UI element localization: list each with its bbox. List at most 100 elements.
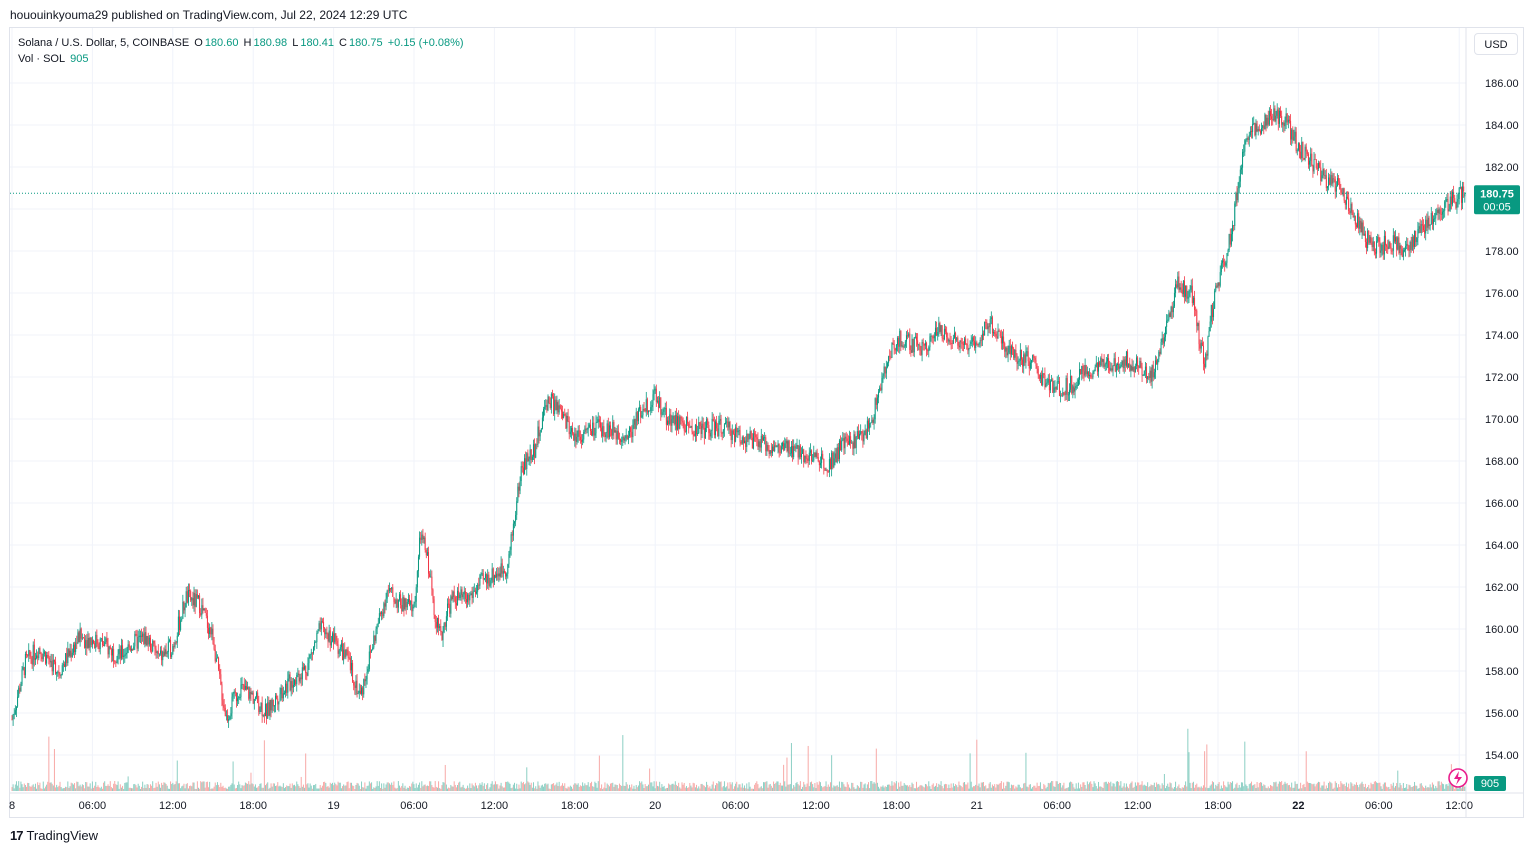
candle-body[interactable] (856, 431, 858, 437)
candle-body[interactable] (1443, 210, 1445, 212)
candle-body[interactable] (732, 430, 734, 434)
candle-body[interactable] (309, 654, 311, 659)
candle-body[interactable] (118, 649, 120, 655)
candle-body[interactable] (163, 651, 165, 656)
candle-body[interactable] (1147, 376, 1149, 379)
candle-body[interactable] (392, 587, 394, 597)
candle-body[interactable] (420, 537, 422, 540)
candle-body[interactable] (847, 440, 849, 445)
candle-body[interactable] (175, 642, 177, 644)
candle-body[interactable] (139, 635, 141, 637)
candle-body[interactable] (786, 440, 788, 452)
candle-body[interactable] (1128, 363, 1130, 368)
candle-body[interactable] (172, 646, 174, 655)
candle-body[interactable] (203, 608, 205, 611)
candle-body[interactable] (780, 446, 782, 453)
candle-body[interactable] (1207, 336, 1209, 356)
candle-body[interactable] (1012, 346, 1014, 349)
candle-body[interactable] (82, 637, 84, 639)
candle-body[interactable] (913, 337, 915, 353)
candle-body[interactable] (1160, 341, 1162, 354)
candle-body[interactable] (192, 598, 194, 606)
candle-body[interactable] (412, 607, 414, 612)
candle-body[interactable] (646, 399, 648, 413)
candle-body[interactable] (861, 431, 863, 434)
candle-body[interactable] (899, 331, 901, 347)
candle-body[interactable] (1028, 361, 1030, 369)
candle-body[interactable] (1014, 349, 1016, 358)
candle-body[interactable] (525, 458, 527, 470)
candle-body[interactable] (784, 443, 786, 450)
candle-body[interactable] (678, 416, 680, 429)
candle-body[interactable] (962, 343, 964, 345)
candle-body[interactable] (631, 431, 633, 438)
candle-body[interactable] (1172, 306, 1174, 313)
candle-body[interactable] (1065, 378, 1067, 395)
candle-body[interactable] (211, 628, 213, 635)
candle-body[interactable] (1195, 309, 1197, 311)
candle-body[interactable] (428, 552, 430, 574)
candle-body[interactable] (469, 594, 471, 601)
candle-body[interactable] (1217, 282, 1219, 287)
candle-body[interactable] (124, 654, 126, 656)
candle-body[interactable] (1134, 365, 1136, 373)
candle-body[interactable] (685, 416, 687, 432)
candle-body[interactable] (651, 404, 653, 408)
candle-body[interactable] (181, 618, 183, 621)
candle-body[interactable] (133, 646, 135, 650)
candle-body[interactable] (914, 336, 916, 338)
candle-body[interactable] (321, 621, 323, 622)
candle-body[interactable] (1259, 131, 1261, 134)
candle-body[interactable] (1338, 178, 1340, 182)
candle-body[interactable] (519, 481, 521, 491)
candle-body[interactable] (144, 632, 146, 644)
candle-body[interactable] (100, 638, 102, 640)
candle-body[interactable] (878, 391, 880, 398)
candle-body[interactable] (394, 601, 396, 604)
candle-body[interactable] (1215, 285, 1217, 291)
candle-body[interactable] (1238, 181, 1240, 189)
candle-body[interactable] (661, 414, 663, 416)
candle-body[interactable] (1344, 200, 1346, 205)
candle-body[interactable] (497, 573, 499, 577)
candle-body[interactable] (1144, 366, 1146, 371)
candle-body[interactable] (448, 603, 450, 605)
candle-body[interactable] (396, 599, 398, 608)
candle-body[interactable] (1362, 222, 1364, 236)
candle-body[interactable] (98, 645, 100, 650)
candle-body[interactable] (1219, 272, 1221, 286)
candle-body[interactable] (1027, 351, 1029, 362)
candle-body[interactable] (1023, 354, 1025, 367)
candle-body[interactable] (166, 652, 168, 654)
candle-body[interactable] (1120, 364, 1122, 367)
candle-body[interactable] (233, 691, 235, 694)
candle-body[interactable] (1095, 362, 1097, 367)
candle-body[interactable] (285, 683, 287, 693)
candle-body[interactable] (1074, 388, 1076, 392)
candle-body[interactable] (1429, 224, 1431, 226)
candle-body[interactable] (1257, 128, 1259, 132)
candle-body[interactable] (757, 439, 759, 447)
candle-body[interactable] (700, 425, 702, 434)
candle-body[interactable] (1386, 245, 1388, 247)
candle-body[interactable] (66, 653, 68, 664)
candle-body[interactable] (749, 431, 751, 439)
candle-body[interactable] (543, 409, 545, 418)
candle-body[interactable] (1388, 241, 1390, 250)
candle-body[interactable] (145, 632, 147, 646)
candle-body[interactable] (949, 340, 951, 343)
candle-body[interactable] (834, 453, 836, 459)
candle-body[interactable] (1229, 233, 1231, 245)
candle-body[interactable] (645, 399, 647, 412)
candle-body[interactable] (223, 705, 225, 708)
candle-body[interactable] (735, 427, 737, 442)
candle-body[interactable] (1309, 160, 1311, 165)
candle-body[interactable] (833, 458, 835, 468)
candle-body[interactable] (785, 440, 787, 444)
candle-body[interactable] (472, 591, 474, 598)
candle-body[interactable] (1051, 379, 1053, 382)
candle-body[interactable] (465, 598, 467, 603)
candle-body[interactable] (1385, 235, 1386, 246)
candle-body[interactable] (755, 434, 757, 438)
candle-body[interactable] (1401, 248, 1403, 257)
